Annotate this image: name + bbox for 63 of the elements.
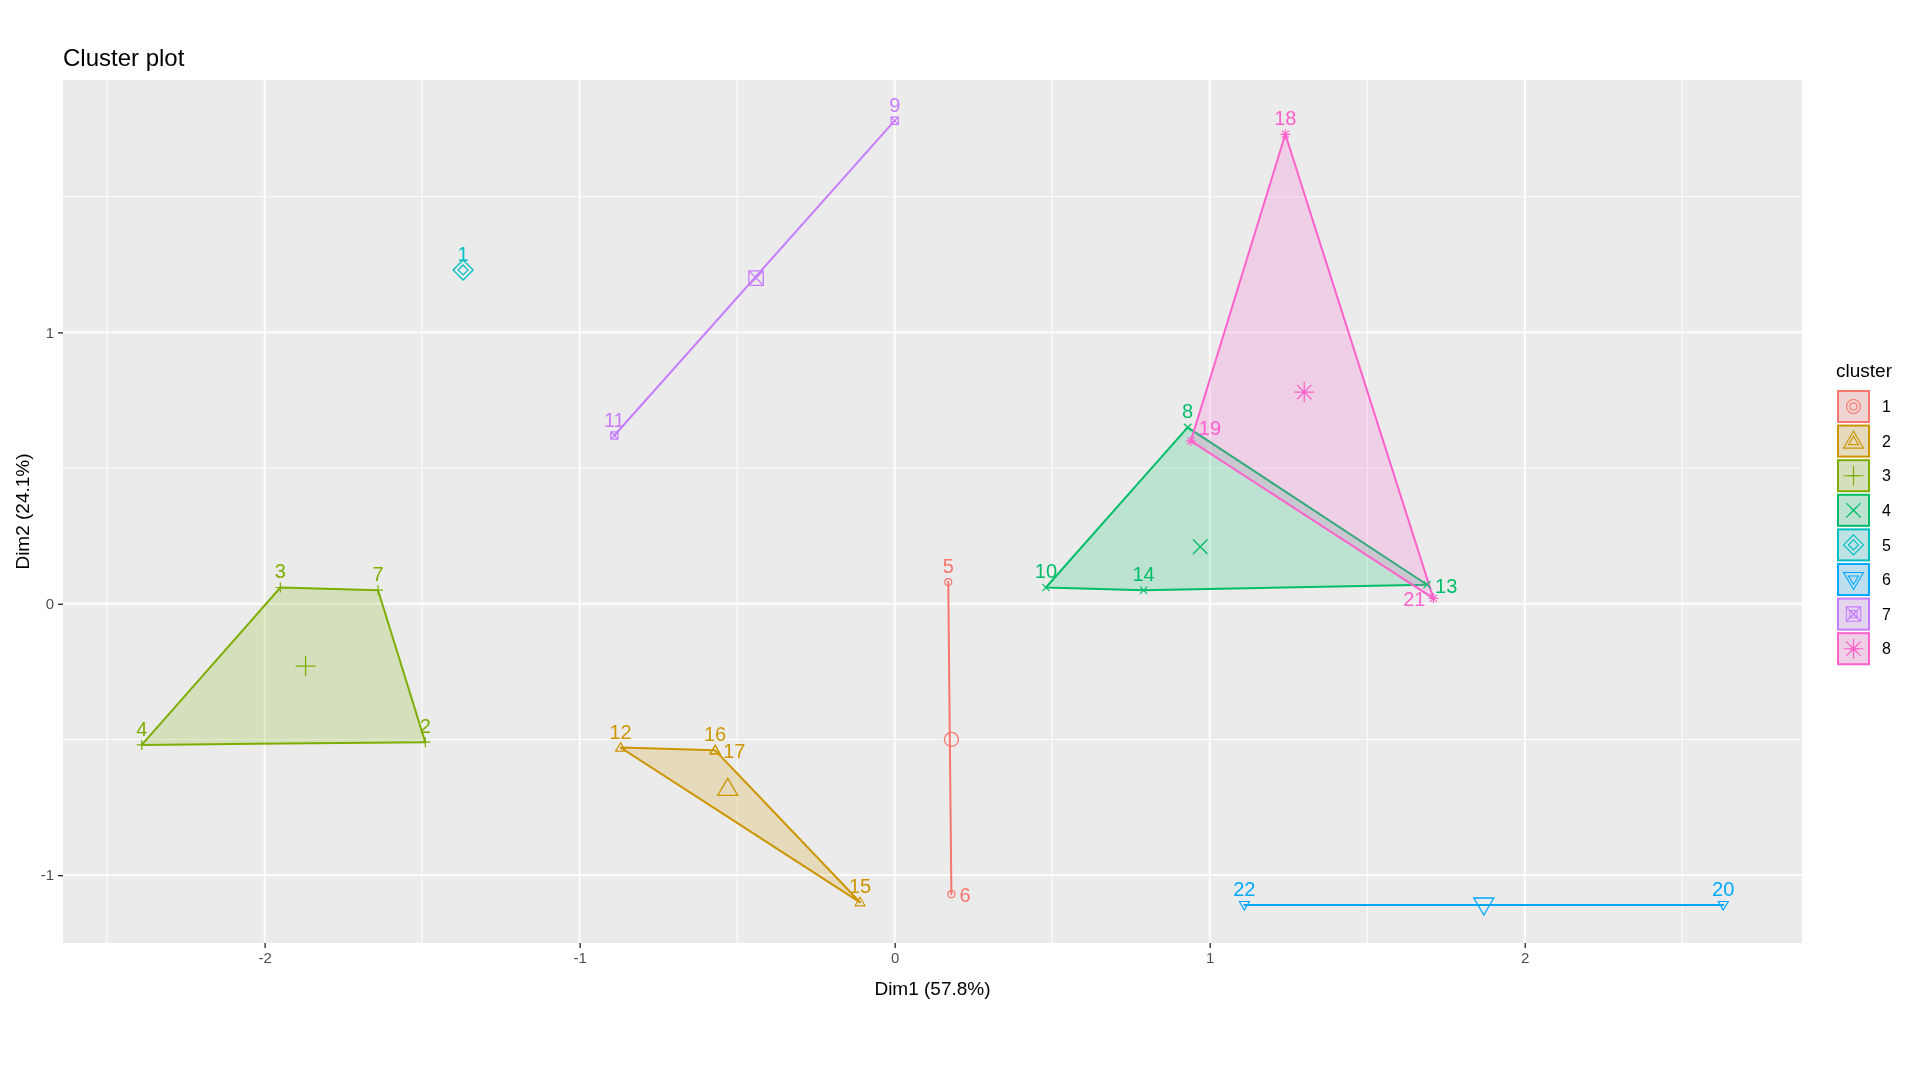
point	[1139, 586, 1148, 595]
point	[748, 270, 764, 286]
point	[1717, 900, 1729, 911]
point	[1473, 897, 1495, 916]
legend-title: cluster	[1836, 360, 1893, 381]
annotation: 19	[1198, 416, 1222, 439]
y-tick-label: 1	[45, 323, 54, 341]
x-tick-label: -1	[573, 948, 587, 966]
point	[1183, 423, 1192, 432]
annotation: 9	[889, 93, 901, 116]
legend-label: 1	[1882, 398, 1891, 416]
x-tick-label: 2	[1521, 948, 1530, 966]
annotation: 20	[1712, 878, 1735, 901]
point	[452, 259, 474, 281]
annotation: 14	[1132, 563, 1155, 586]
annotation: 8	[1182, 400, 1194, 423]
annotation: 22	[1233, 878, 1256, 901]
annotation: 10	[1034, 560, 1058, 583]
point	[947, 890, 956, 899]
point	[610, 431, 619, 440]
point	[1422, 580, 1432, 589]
legend-label: 7	[1882, 605, 1891, 623]
x-tick-label: 0	[891, 948, 900, 966]
point	[854, 896, 866, 907]
point	[717, 777, 739, 796]
y-axis-title: Dim2 (24.1%)	[12, 453, 33, 570]
annotation: 15	[848, 875, 872, 898]
point	[1192, 538, 1209, 555]
point	[1185, 435, 1197, 447]
annotation: 12	[609, 720, 632, 743]
annotation: 4	[136, 717, 148, 740]
annotation: 6	[959, 884, 971, 907]
point	[1293, 381, 1315, 403]
point	[1279, 128, 1291, 140]
point	[1238, 900, 1250, 911]
annotation: 11	[603, 408, 625, 431]
point	[615, 742, 627, 752]
annotation: 3	[274, 560, 286, 583]
point	[890, 116, 899, 125]
chart-title: Cluster plot	[63, 44, 185, 71]
point	[943, 731, 960, 748]
legend-label: 2	[1882, 432, 1891, 450]
x-tick-label: 1	[1206, 948, 1215, 966]
x-tick-label: -2	[258, 948, 272, 966]
point	[1427, 592, 1440, 604]
point	[372, 584, 384, 596]
annotation: 7	[372, 563, 384, 586]
legend-label: 8	[1882, 640, 1891, 658]
point	[1041, 583, 1051, 592]
x-axis-title: Dim1 (57.8%)	[874, 978, 991, 999]
y-tick-label: 0	[45, 595, 54, 613]
legend-label: 6	[1882, 571, 1891, 589]
legend-label: 4	[1882, 502, 1891, 520]
annotation: 21	[1403, 588, 1426, 611]
annotation: 5	[942, 555, 954, 578]
y-tick-label: -1	[40, 866, 54, 884]
point	[944, 577, 953, 587]
point	[419, 736, 431, 748]
annotation: 18	[1274, 107, 1297, 130]
legend-label: 5	[1882, 536, 1891, 554]
annotation: 13	[1435, 574, 1458, 597]
legend-label: 3	[1882, 467, 1891, 485]
point	[294, 655, 317, 677]
